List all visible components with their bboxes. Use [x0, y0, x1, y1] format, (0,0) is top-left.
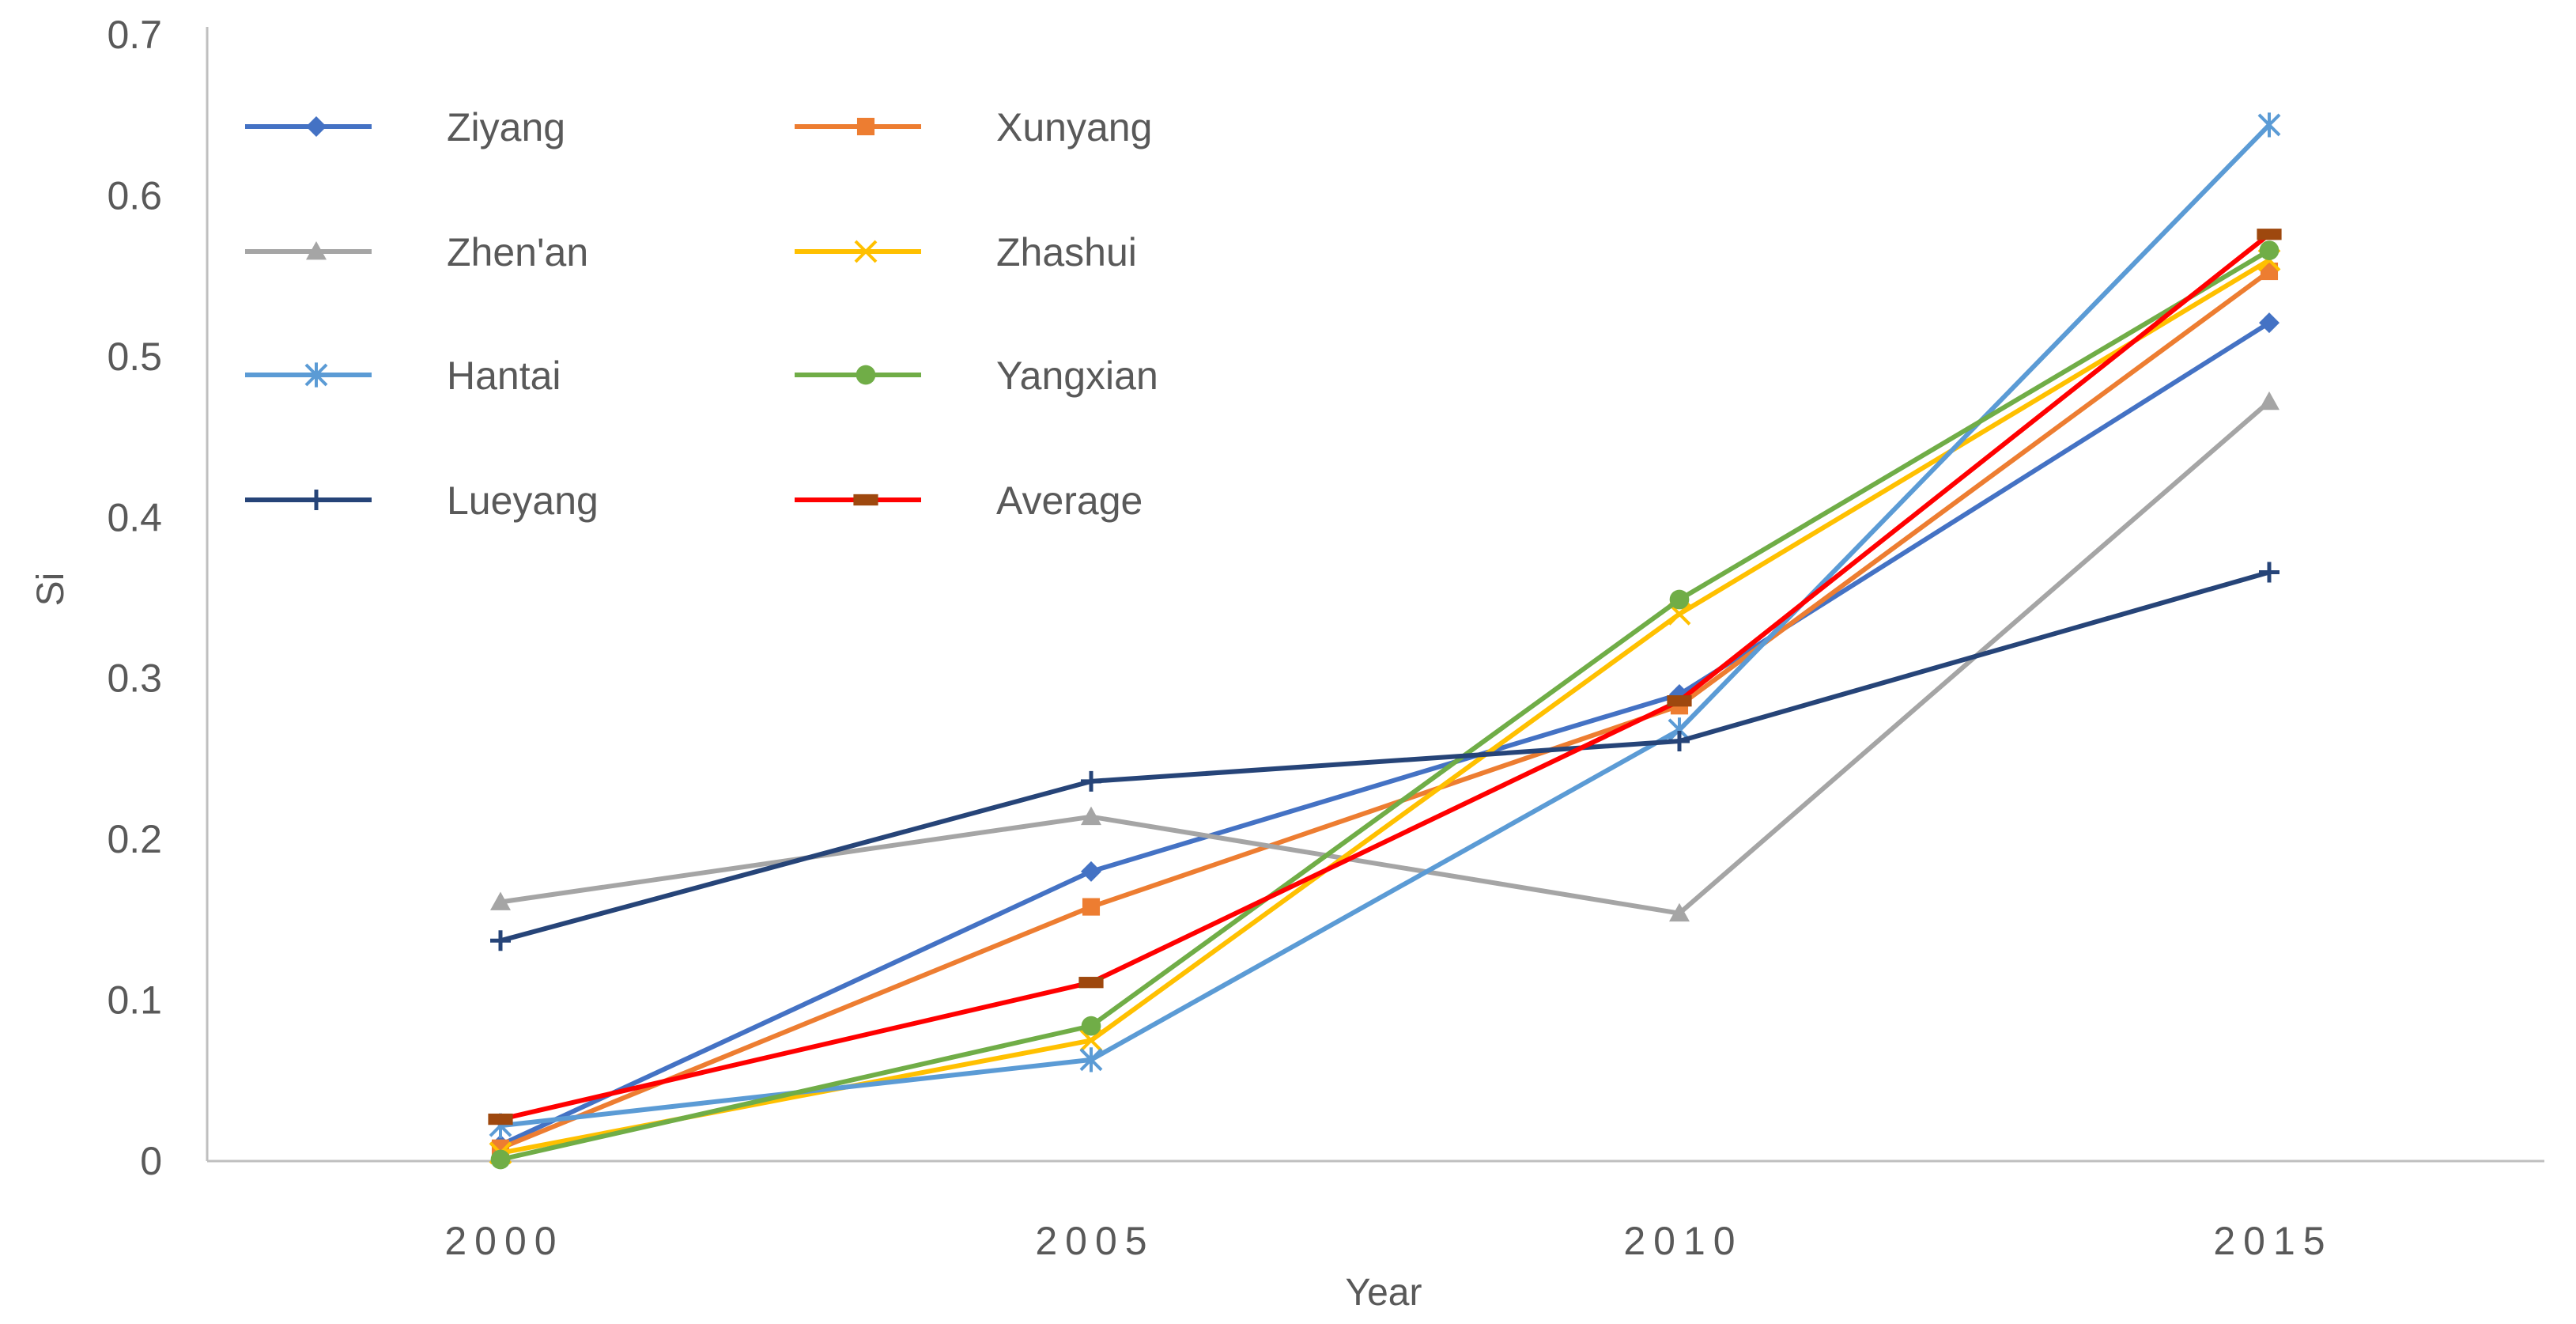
data-point	[490, 930, 511, 951]
series-lines	[488, 112, 2282, 1170]
series-line	[500, 569, 2270, 944]
legend-label: Ziyang	[447, 105, 565, 149]
series-lueyang	[490, 562, 2279, 951]
y-axis-title: Si	[30, 573, 72, 607]
series-line	[500, 399, 2271, 916]
series-line	[499, 269, 2271, 1151]
legend-label: Zhashui	[996, 230, 1137, 274]
legend-item: Yangxian	[795, 354, 1158, 398]
data-point	[490, 1149, 511, 1170]
data-point	[1081, 1016, 1101, 1036]
data-point	[2259, 240, 2279, 260]
data-point	[488, 1113, 513, 1125]
x-tick-label: 2010	[1623, 1219, 1743, 1263]
y-tick-label: 0.1	[107, 978, 162, 1023]
legend-marker	[306, 490, 327, 510]
legend-item: Hantai	[245, 354, 561, 398]
y-tick-label: 0.2	[107, 817, 162, 861]
legend-marker	[856, 117, 875, 136]
series-line	[500, 248, 2271, 1162]
data-point	[1078, 977, 1104, 989]
legend-label: Zhen'an	[447, 230, 588, 274]
legend-item: Average	[795, 479, 1143, 523]
series-line	[500, 258, 2271, 1156]
legend-label: Xunyang	[996, 105, 1152, 149]
legend-item: Ziyang	[245, 105, 565, 149]
series-yangxian	[490, 240, 2279, 1170]
data-point	[2257, 229, 2282, 240]
legend-item: Xunyang	[795, 105, 1152, 149]
data-point	[1669, 731, 1690, 752]
data-point	[1082, 898, 1101, 916]
legend-item: Zhashui	[795, 230, 1137, 274]
legend-item: Lueyang	[245, 479, 599, 523]
y-tick-label: 0.7	[107, 13, 162, 57]
series-line	[500, 232, 2271, 1122]
x-tick-label: 2000	[444, 1219, 564, 1263]
data-point	[2259, 562, 2279, 583]
series-average	[488, 229, 2282, 1125]
data-point	[1081, 806, 1101, 826]
x-tick-label: 2015	[2213, 1219, 2332, 1263]
legend-item: Zhen'an	[245, 230, 588, 274]
legend-marker	[856, 365, 876, 385]
data-point	[490, 891, 511, 910]
data-point	[1669, 902, 1690, 922]
legend-label: Average	[996, 479, 1143, 523]
legend-marker	[306, 241, 327, 260]
y-tick-label: 0	[140, 1139, 162, 1183]
x-tick-label: 2005	[1035, 1219, 1154, 1263]
legend-label: Lueyang	[447, 479, 599, 523]
y-tick-label: 0.5	[107, 335, 162, 379]
data-point	[2260, 262, 2279, 281]
legend-marker	[854, 240, 878, 263]
y-tick-label: 0.3	[107, 656, 162, 701]
data-point	[1079, 1047, 1103, 1072]
legend-marker	[304, 362, 328, 388]
axes: 0 0.1 0.2 0.3 0.4 0.5 0.6 0.7 2000 2005 2010 2015 Ye…	[30, 13, 2544, 1314]
series-line	[500, 123, 2272, 1129]
data-point	[1667, 695, 1692, 707]
data-point	[1081, 770, 1101, 792]
x-axis-title: Year	[1346, 1272, 1422, 1314]
series-line	[499, 320, 2271, 1148]
y-tick-label: 0.4	[107, 495, 162, 539]
data-point	[2259, 312, 2279, 334]
y-tick-label: 0.6	[107, 173, 162, 218]
data-point	[1079, 1029, 1103, 1052]
legend-label: Yangxian	[996, 354, 1158, 398]
data-point	[2257, 112, 2281, 138]
data-point	[1669, 589, 1690, 610]
data-point	[2259, 391, 2279, 410]
series-xunyang	[491, 262, 2279, 1157]
legend-marker	[306, 116, 327, 137]
data-point	[1081, 861, 1101, 882]
legend: Ziyang Xunyang Zhen'an Zhashui Hantai Yangxia…	[245, 105, 1158, 523]
legend-label: Hantai	[447, 354, 561, 398]
legend-marker	[853, 494, 878, 506]
